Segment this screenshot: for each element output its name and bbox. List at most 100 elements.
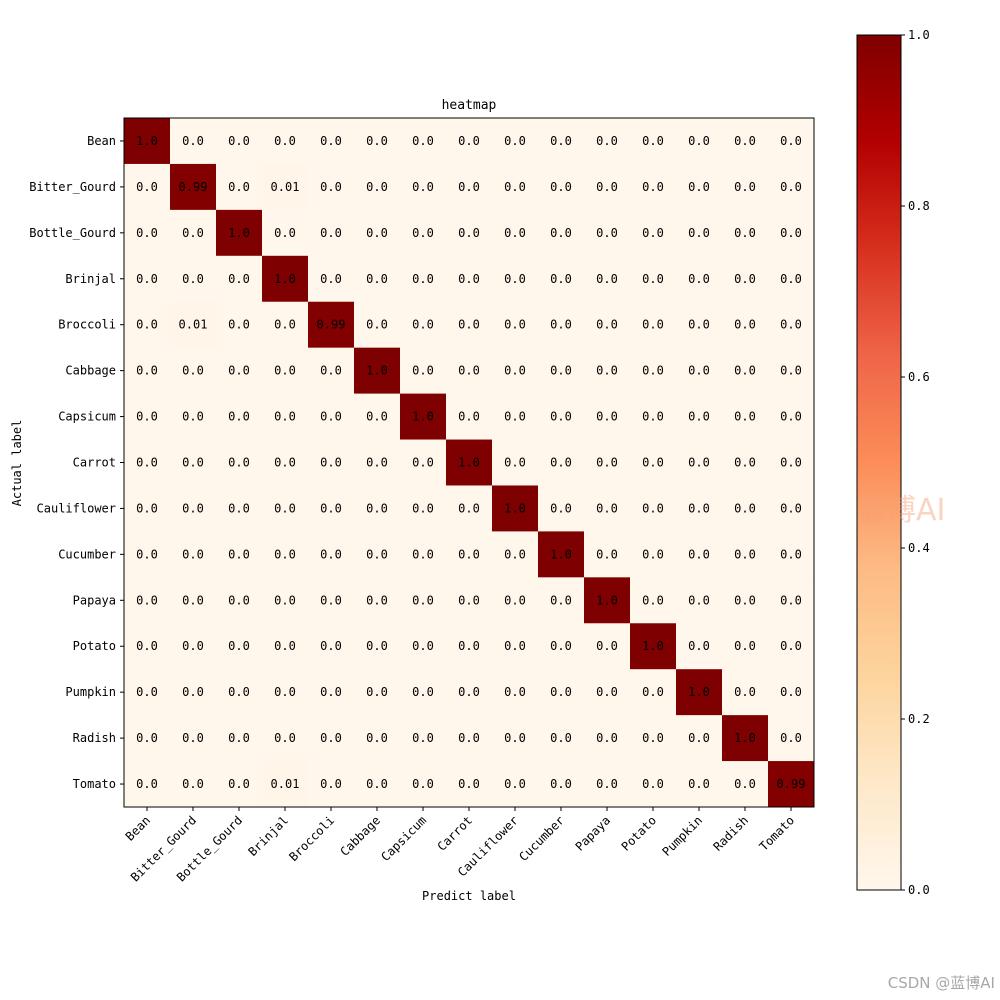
heatmap-cell-broccoli-tomato (768, 301, 815, 349)
heatmap-cell-carrot-capsicum (400, 439, 447, 486)
cell-value-label: 0.0 (458, 731, 480, 745)
cell-value-label: 0.0 (550, 410, 572, 424)
heatmap-cell-tomato-potato (630, 761, 677, 808)
heatmap-cell-potato-bean (124, 623, 171, 670)
heatmap-cell-capsicum-papaya (584, 393, 631, 441)
y-tick-label-papaya: Papaya (73, 593, 116, 607)
cell-value-label: 0.0 (642, 318, 664, 332)
heatmap-cell-capsicum-carrot (446, 393, 493, 441)
cell-value-label: 0.0 (228, 134, 250, 148)
heatmap-cell-tomato-carrot (446, 761, 493, 808)
heatmap-cell-potato-bitter-gourd (170, 623, 217, 670)
heatmap-cell-capsicum-cucumber (538, 393, 585, 441)
heatmap-cell-bitter-gourd-broccoli (308, 163, 355, 211)
cell-value-label: 0.0 (780, 456, 802, 470)
heatmap-cell-carrot-radish (722, 439, 769, 486)
cell-value-label: 0.0 (136, 364, 158, 378)
heatmap-cell-carrot-carrot (446, 439, 493, 486)
x-axis-title: Predict label (422, 889, 516, 903)
heatmap-cell-broccoli-cauliflower (492, 301, 539, 349)
heatmap-cell-pumpkin-papaya (584, 669, 631, 716)
cell-value-label: 0.0 (320, 134, 342, 148)
cell-value-label: 0.0 (458, 593, 480, 607)
x-tick-label-carrot: Carrot (435, 813, 476, 854)
cell-value-label: 0.0 (596, 731, 618, 745)
heatmap-cell-cauliflower-bottle-gourd (216, 485, 263, 532)
cell-value-label: 0.0 (780, 180, 802, 194)
cell-value-label: 0.0 (734, 272, 756, 286)
cell-value-label: 0.0 (228, 685, 250, 699)
cell-value-label: 0.0 (780, 547, 802, 561)
heatmap-cell-cauliflower-cauliflower (492, 485, 539, 532)
cell-value-label: 0.0 (366, 456, 388, 470)
cell-value-label: 0.0 (458, 685, 480, 699)
cell-value-label: 0.0 (458, 318, 480, 332)
heatmap-cell-cabbage-bean (124, 347, 171, 395)
colorbar-tick-label: 0.6 (908, 370, 930, 384)
y-tick-label-potato: Potato (73, 639, 116, 653)
cell-value-label: 0.0 (688, 180, 710, 194)
x-tick-label-capsicum: Capsicum (378, 813, 429, 864)
cell-value-label: 0.0 (642, 134, 664, 148)
cell-value-label: 0.0 (274, 226, 296, 240)
cell-value-label: 0.0 (366, 318, 388, 332)
heatmap-cell-papaya-bitter-gourd (170, 577, 217, 624)
heatmap-cell-tomato-tomato (768, 761, 815, 808)
colorbar-tick-label: 0.2 (908, 712, 930, 726)
cell-value-label: 0.0 (412, 731, 434, 745)
y-tick-label-cabbage: Cabbage (65, 364, 116, 378)
heatmap-cell-bean-cauliflower (492, 118, 539, 165)
cell-value-label: 0.0 (642, 777, 664, 791)
cell-value-label: 0.0 (550, 456, 572, 470)
heatmap-cell-cucumber-brinjal (262, 531, 309, 578)
heatmap-cell-bean-brinjal (262, 118, 309, 165)
heatmap-cell-carrot-pumpkin (676, 439, 723, 486)
cell-value-label: 0.0 (228, 180, 250, 194)
heatmap-cell-pumpkin-potato (630, 669, 677, 716)
cell-value-label: 0.99 (179, 180, 208, 194)
heatmap-cell-bitter-gourd-papaya (584, 163, 631, 211)
heatmap-cell-brinjal-cauliflower (492, 255, 539, 303)
cell-value-label: 0.0 (136, 180, 158, 194)
heatmap-cell-papaya-pumpkin (676, 577, 723, 624)
cell-value-label: 0.0 (320, 226, 342, 240)
heatmap-cells (124, 118, 815, 808)
heatmap-cell-radish-cauliflower (492, 715, 539, 762)
cell-value-label: 0.0 (780, 134, 802, 148)
cell-value-label: 0.0 (504, 547, 526, 561)
cell-value-label: 1.0 (458, 456, 480, 470)
cell-value-label: 0.0 (504, 685, 526, 699)
heatmap-cell-cauliflower-tomato (768, 485, 815, 532)
cell-value-label: 0.0 (412, 685, 434, 699)
cell-value-label: 0.0 (320, 777, 342, 791)
cell-value-label: 0.0 (734, 777, 756, 791)
heatmap-cell-cabbage-broccoli (308, 347, 355, 395)
heatmap-cell-tomato-cucumber (538, 761, 585, 808)
heatmap-cell-bottle-gourd-brinjal (262, 209, 309, 257)
cell-value-label: 0.99 (317, 318, 346, 332)
y-tick-label-pumpkin: Pumpkin (65, 685, 116, 699)
heatmap-cell-bean-cabbage (354, 118, 401, 165)
heatmap-cell-broccoli-cabbage (354, 301, 401, 349)
heatmap-cell-bean-tomato (768, 118, 815, 165)
heatmap-cell-labels: 1.0 0.0 0.0 0.0 0.0 0.0 0.0 0.0 0.0 0.0 0.0 0.0 0.0 0… (136, 134, 805, 791)
heatmap-cell-cauliflower-carrot (446, 485, 493, 532)
heatmap-cell-papaya-broccoli (308, 577, 355, 624)
heatmap-cell-cauliflower-broccoli (308, 485, 355, 532)
cell-value-label: 0.0 (734, 410, 756, 424)
cell-value-label: 0.0 (642, 501, 664, 515)
heatmap-cell-pumpkin-radish (722, 669, 769, 716)
heatmap-cell-brinjal-bean (124, 255, 171, 303)
heatmap-cell-brinjal-capsicum (400, 255, 447, 303)
heatmap-cell-potato-tomato (768, 623, 815, 670)
cell-value-label: 0.0 (182, 731, 204, 745)
heatmap-cell-capsicum-pumpkin (676, 393, 723, 441)
heatmap-cell-carrot-papaya (584, 439, 631, 486)
heatmap-cell-cauliflower-capsicum (400, 485, 447, 532)
cell-value-label: 0.0 (182, 547, 204, 561)
cell-value-label: 0.0 (366, 593, 388, 607)
heatmap-cell-radish-pumpkin (676, 715, 723, 762)
y-tick-label-carrot: Carrot (73, 456, 116, 470)
heatmap-cell-bean-carrot (446, 118, 493, 165)
